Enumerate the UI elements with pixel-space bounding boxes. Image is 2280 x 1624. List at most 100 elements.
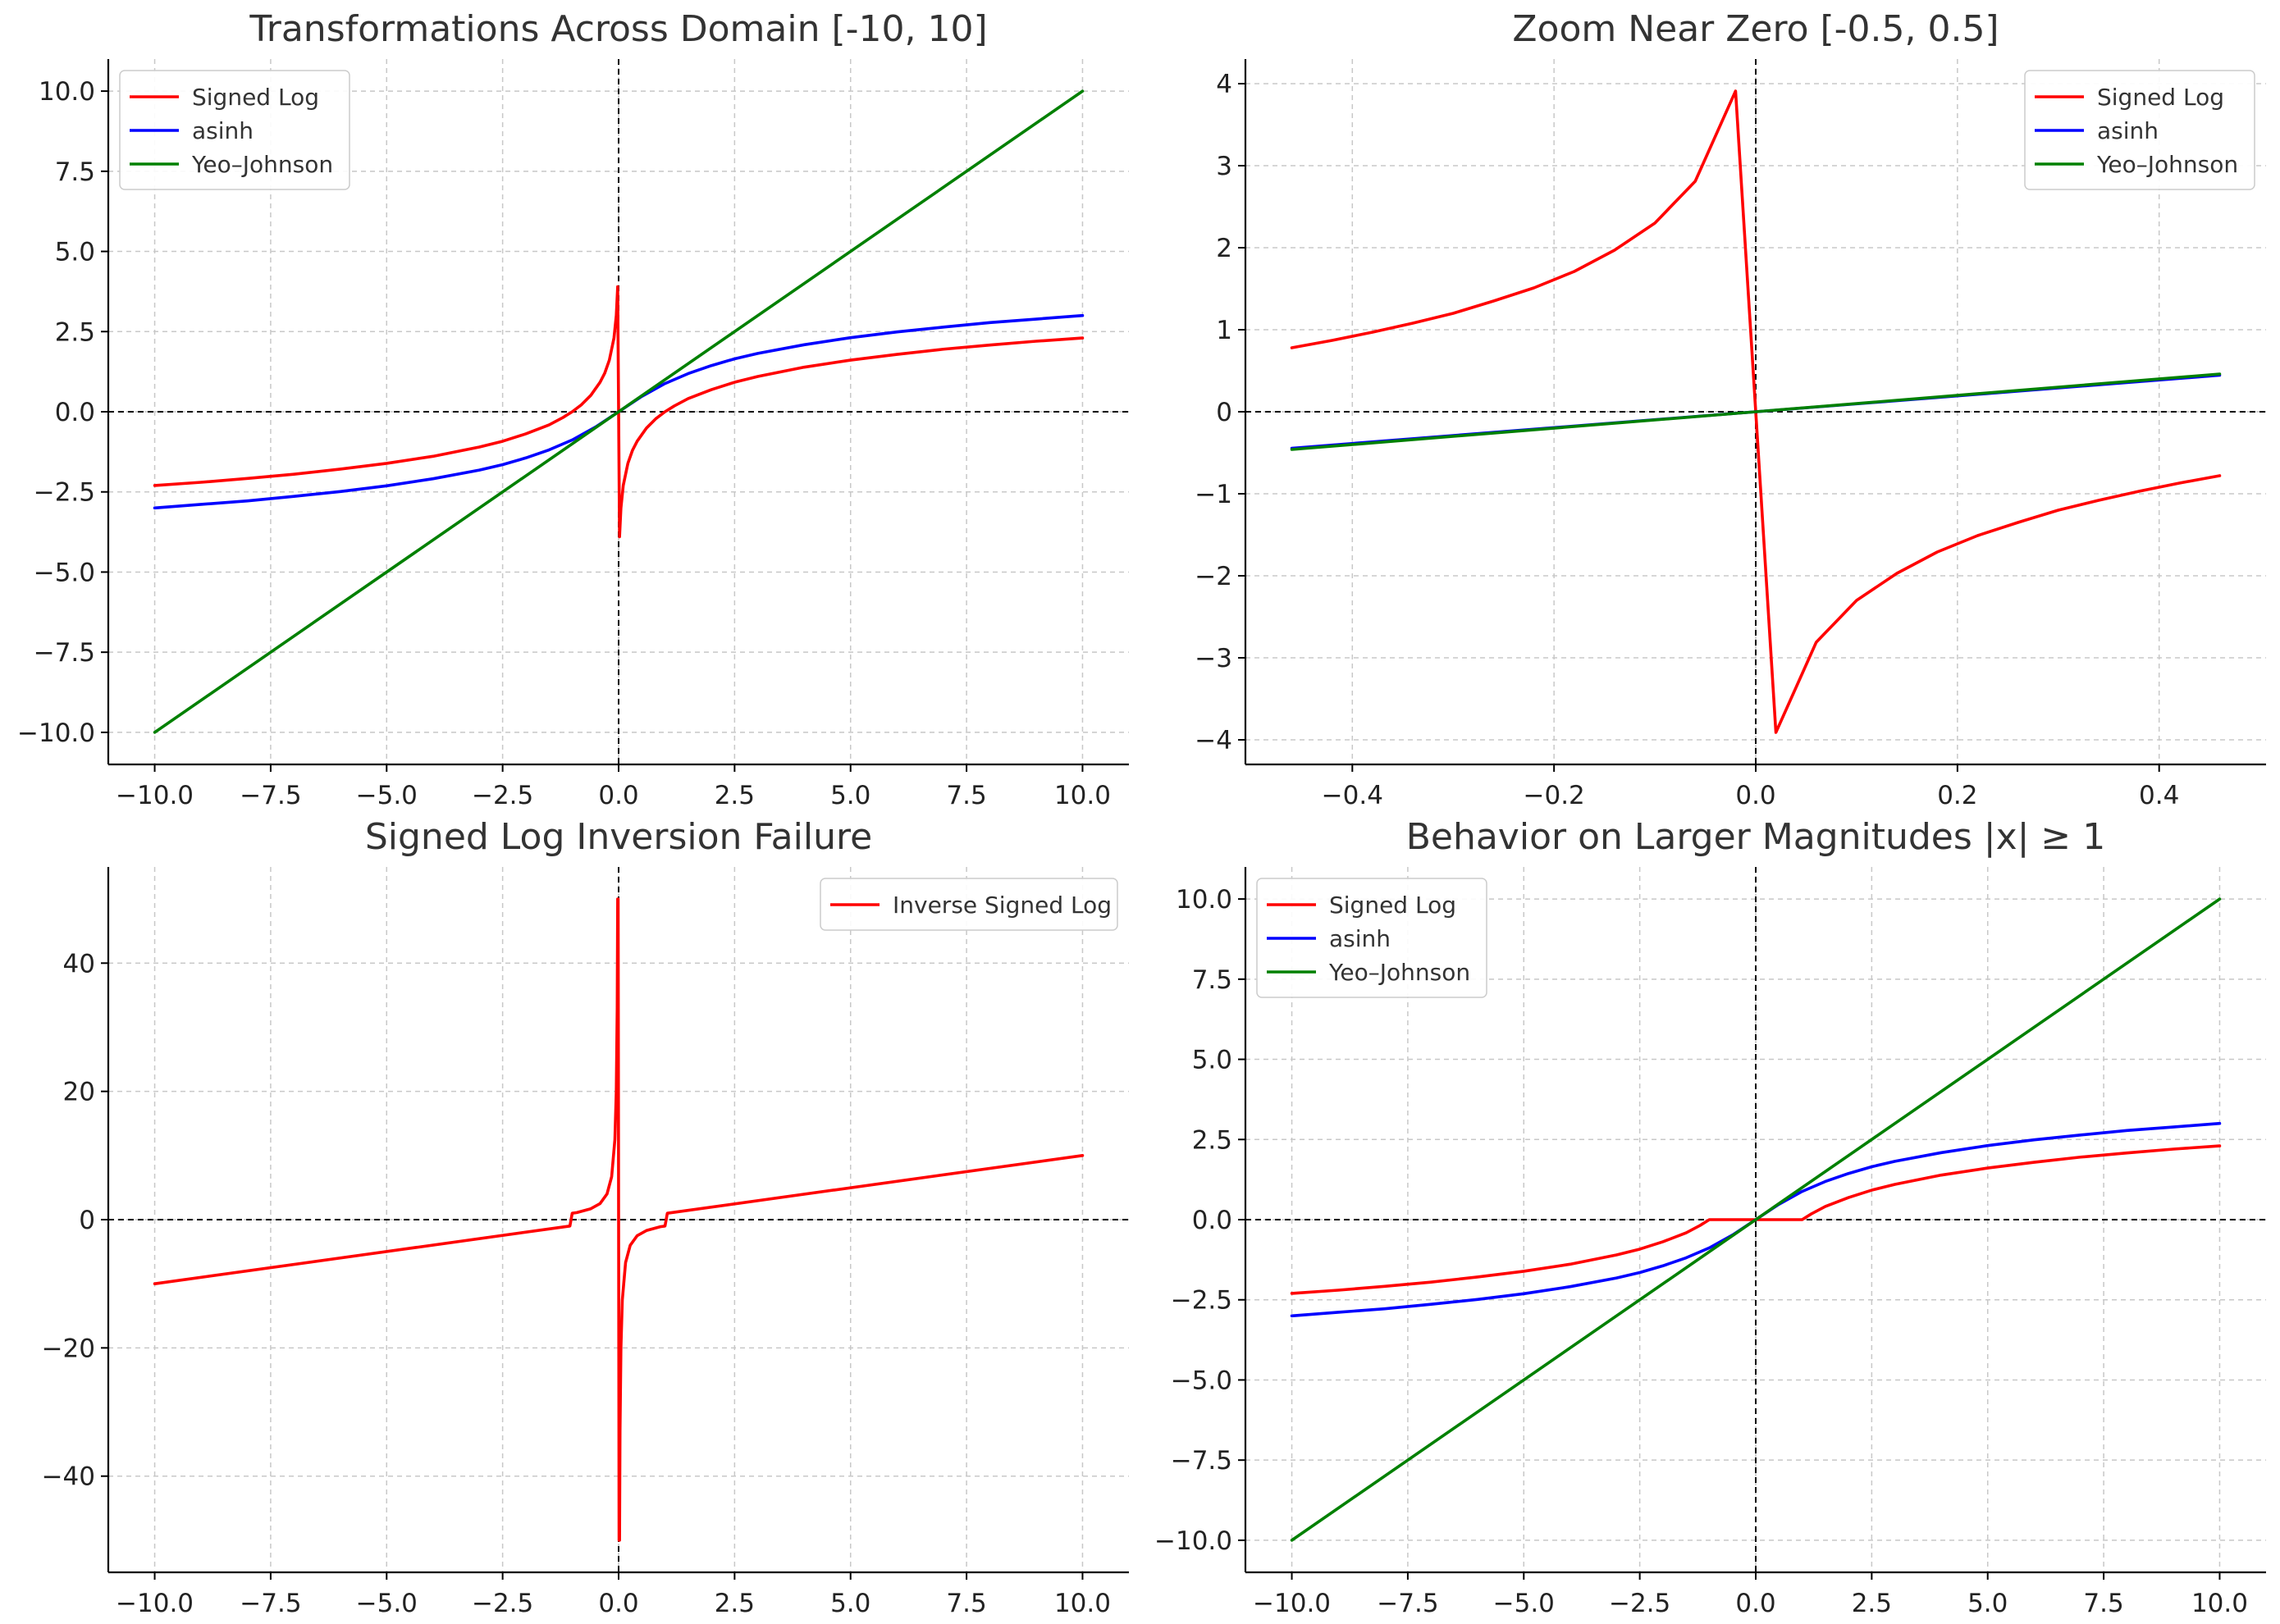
legend-label-1: Signed Log	[192, 84, 319, 111]
chart-1: −10.0 −7.5 −5.0 −2.5 0.0 2.5 5.0 7.5 10.0 −10.0 −7…	[17, 8, 1129, 810]
series-group	[153, 89, 1085, 734]
legend-label-3: Yeo–Johnson	[191, 151, 333, 178]
legend: Signed Log asinh Yeo–Johnson	[119, 70, 350, 190]
legend-label-3: Yeo–Johnson	[2096, 151, 2238, 178]
x-axis-ticks: −10.0 −7.5 −5.0 −2.5 0.0 2.5 5.0 7.5 10.0	[116, 764, 1111, 810]
x-tick-label-0: −10.0	[116, 1589, 194, 1618]
chart-title: Transformations Across Domain [-10, 10]	[249, 8, 987, 50]
x-tick-label-5: 2.5	[715, 1589, 755, 1618]
y-tick-label-7: 7.5	[1192, 965, 1232, 995]
series-group	[1290, 897, 2222, 1542]
x-tick-label-2: −5.0	[356, 1589, 418, 1618]
y-tick-label-5: 2.5	[55, 317, 95, 347]
x-tick-label-2: −5.0	[1493, 1589, 1555, 1618]
y-tick-label-5: 2.5	[1192, 1125, 1232, 1155]
x-tick-label-1: −0.2	[1524, 781, 1585, 810]
y-tick-label-2: −2	[1195, 562, 1232, 591]
y-tick-label-0: −10.0	[1154, 1526, 1232, 1556]
x-tick-label-1: −7.5	[240, 1589, 301, 1618]
y-tick-label-5: 1	[1216, 316, 1232, 345]
y-tick-label-1: −7.5	[34, 638, 95, 668]
y-tick-label-2: −5.0	[1171, 1366, 1232, 1395]
chart-2: −0.4 −0.2 0.0 0.2 0.4 −4 −3 −2 −1 0 1 2 3 4 Zoom Near …	[1195, 8, 2266, 810]
x-tick-label-4: 0.0	[1735, 1589, 1775, 1618]
y-tick-label-1: −3	[1195, 644, 1232, 673]
legend-frame	[1256, 878, 1487, 998]
x-tick-label-2: 0.0	[1735, 781, 1775, 810]
y-tick-label-8: 10.0	[1176, 885, 1232, 915]
legend-label-1: Inverse Signed Log	[893, 892, 1112, 919]
y-axis-ticks: −10.0 −7.5 −5.0 −2.5 0.0 2.5 5.0 7.5 10.0	[17, 77, 108, 748]
x-tick-label-4: 0.0	[598, 1589, 638, 1618]
legend-label-1: Signed Log	[1329, 892, 1456, 919]
y-tick-label-0: −10.0	[17, 718, 95, 748]
x-tick-label-8: 10.0	[1054, 1589, 1111, 1618]
series-line-3	[153, 89, 1085, 734]
x-tick-label-7: 7.5	[946, 781, 986, 810]
x-tick-label-3: −2.5	[1609, 1589, 1670, 1618]
x-tick-label-5: 2.5	[1852, 1589, 1892, 1618]
x-tick-label-0: −0.4	[1322, 781, 1383, 810]
series-line-3	[1290, 372, 2222, 451]
chart-3: −10.0 −7.5 −5.0 −2.5 0.0 2.5 5.0 7.5 10.0 −40 −20 0…	[42, 816, 1129, 1618]
y-axis-ticks: −10.0 −7.5 −5.0 −2.5 0.0 2.5 5.0 7.5 10.0	[1154, 885, 1245, 1556]
x-tick-label-3: −2.5	[472, 781, 533, 810]
y-tick-label-4: 40	[63, 949, 95, 979]
y-tick-label-3: −2.5	[34, 478, 95, 508]
chart-title: Signed Log Inversion Failure	[365, 816, 872, 858]
y-tick-label-3: −2.5	[1171, 1286, 1232, 1316]
x-tick-label-1: −7.5	[240, 781, 301, 810]
y-tick-label-4: 0.0	[1192, 1206, 1232, 1235]
legend: Inverse Signed Log	[820, 878, 1118, 931]
y-tick-label-1: −20	[42, 1334, 95, 1363]
x-tick-label-6: 5.0	[1967, 1589, 2008, 1618]
y-tick-label-1: −7.5	[1171, 1446, 1232, 1476]
x-axis-ticks: −0.4 −0.2 0.0 0.2 0.4	[1322, 764, 2179, 810]
x-tick-label-0: −10.0	[1253, 1589, 1331, 1618]
legend: Signed Log asinh Yeo–Johnson	[2024, 70, 2255, 190]
y-tick-label-2: 0	[79, 1206, 95, 1235]
y-tick-label-2: −5.0	[34, 558, 95, 587]
y-axis-ticks: −4 −3 −2 −1 0 1 2 3 4	[1195, 70, 1245, 755]
x-tick-label-3: 0.2	[1937, 781, 1977, 810]
legend-label-1: Signed Log	[2097, 84, 2224, 111]
series-group	[153, 897, 1085, 1542]
y-axis-ticks: −40 −20 0 20 40	[42, 949, 108, 1492]
x-tick-label-7: 7.5	[2083, 1589, 2123, 1618]
x-tick-label-1: −7.5	[1377, 1589, 1438, 1618]
x-tick-label-4: 0.0	[598, 781, 638, 810]
legend-label-2: asinh	[2097, 117, 2159, 144]
y-tick-label-7: 7.5	[55, 157, 95, 187]
y-tick-label-6: 5.0	[55, 238, 95, 267]
legend: Signed Log asinh Yeo–Johnson	[1256, 878, 1487, 998]
y-tick-label-8: 4	[1216, 70, 1232, 99]
y-tick-label-3: −1	[1195, 480, 1232, 509]
chart-title: Zoom Near Zero [-0.5, 0.5]	[1512, 8, 1999, 50]
y-tick-label-7: 3	[1216, 152, 1232, 181]
x-tick-label-2: −5.0	[356, 781, 418, 810]
x-tick-label-8: 10.0	[2191, 1589, 2248, 1618]
legend-label-2: asinh	[1329, 925, 1391, 952]
x-tick-label-6: 5.0	[830, 781, 870, 810]
y-tick-label-8: 10.0	[39, 77, 95, 107]
series-line-1	[153, 897, 1085, 1542]
x-tick-label-8: 10.0	[1054, 781, 1111, 810]
legend-label-2: asinh	[192, 117, 254, 144]
series-line-3	[1290, 897, 2222, 1542]
legend-frame	[2024, 70, 2255, 190]
chart-title: Behavior on Larger Magnitudes |x| ≥ 1	[1406, 816, 2106, 858]
legend-frame	[119, 70, 350, 190]
x-tick-label-0: −10.0	[116, 781, 194, 810]
series-group	[1290, 89, 2222, 734]
y-tick-label-3: 20	[63, 1078, 95, 1107]
y-tick-label-4: 0	[1216, 398, 1232, 427]
x-axis-ticks: −10.0 −7.5 −5.0 −2.5 0.0 2.5 5.0 7.5 10.0	[116, 1572, 1111, 1618]
x-tick-label-3: −2.5	[472, 1589, 533, 1618]
x-tick-label-5: 2.5	[715, 781, 755, 810]
y-tick-label-6: 2	[1216, 234, 1232, 263]
chart-4: −10.0 −7.5 −5.0 −2.5 0.0 2.5 5.0 7.5 10.0 −10.0 −7…	[1154, 816, 2266, 1618]
x-tick-label-7: 7.5	[946, 1589, 986, 1618]
y-tick-label-0: −40	[42, 1462, 95, 1492]
x-tick-label-4: 0.4	[2139, 781, 2179, 810]
